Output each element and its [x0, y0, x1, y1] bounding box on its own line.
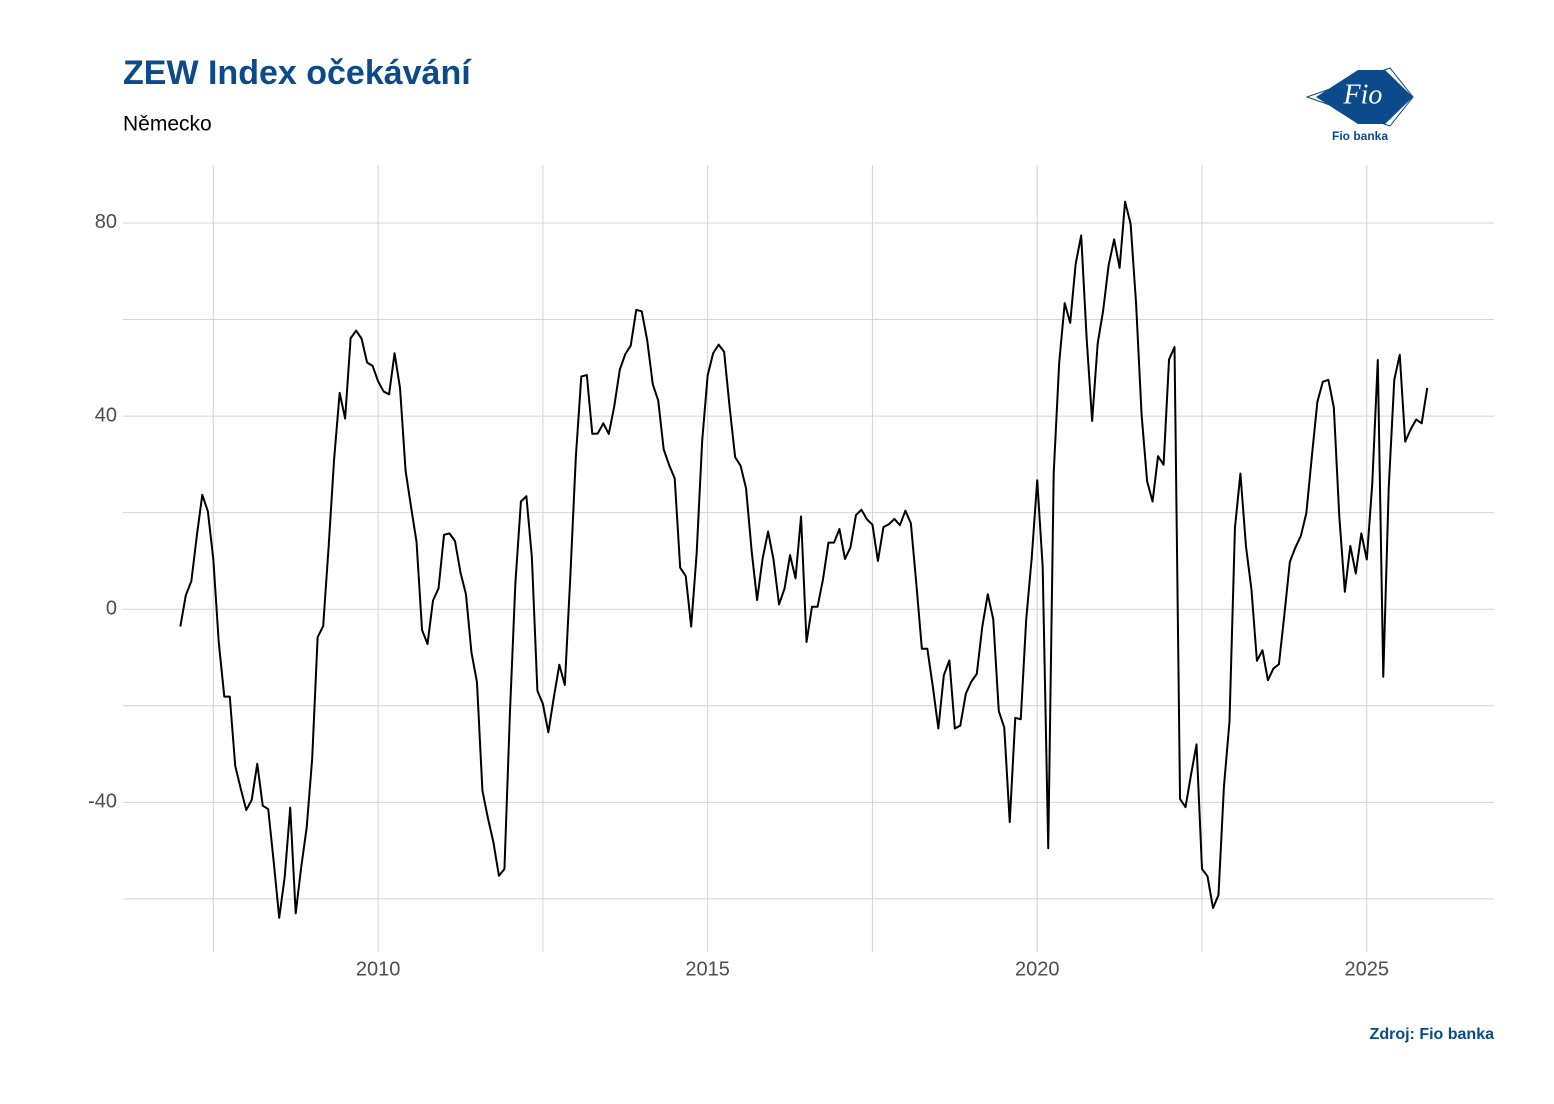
source-note: Zdroj: Fio banka: [1370, 1026, 1495, 1043]
logo-text: Fio: [1343, 79, 1383, 110]
y-tick-label: 40: [95, 404, 117, 426]
data-line: [179, 200, 1429, 919]
logo-caption: Fio banka: [1332, 129, 1388, 143]
logo-shape: [1316, 70, 1413, 124]
x-tick-label: 2010: [356, 958, 401, 980]
x-tick-label: 2025: [1345, 958, 1390, 980]
chart-subtitle: Německo: [123, 113, 212, 136]
y-tick-label: 80: [95, 211, 117, 233]
chart-title: ZEW Index očekávání: [123, 54, 472, 92]
x-tick-label: 2020: [1015, 958, 1060, 980]
y-tick-label: -40: [88, 791, 117, 813]
x-tick-label: 2015: [685, 958, 730, 980]
logo: Fio Fio banka: [1305, 67, 1414, 143]
y-tick-label: 0: [106, 597, 117, 619]
